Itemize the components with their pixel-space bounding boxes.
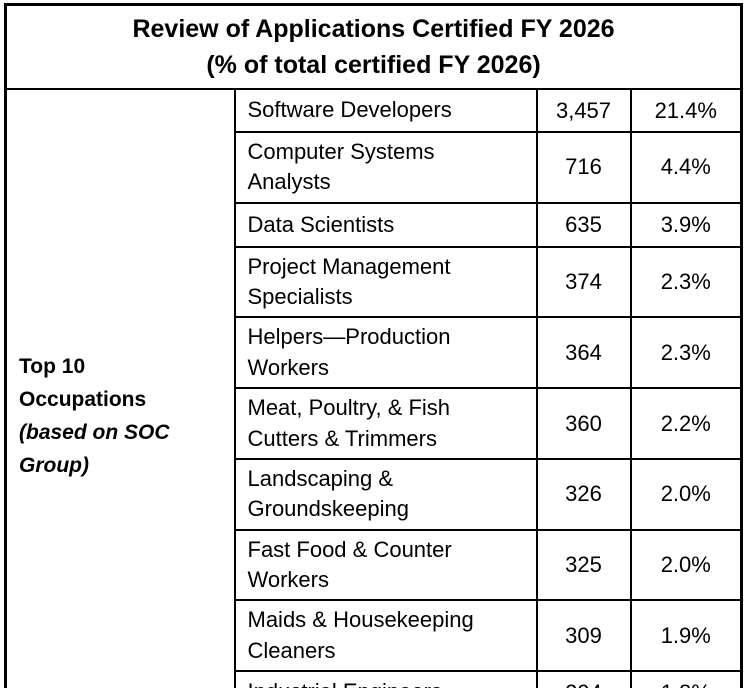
occupation-cell: Helpers—Production Workers [233, 316, 538, 390]
occupation-cell: Data Scientists [233, 201, 538, 248]
percent-cell: 2.3% [629, 245, 743, 319]
occupation-cell: Fast Food & Counter Workers [233, 528, 538, 602]
count-cell: 325 [535, 528, 632, 602]
row-group-label-cell: Top 10 Occupations (based on SOC Group) [4, 87, 236, 688]
occupation-cell: Maids & Housekeeping Cleaners [233, 599, 538, 673]
count-cell: 294 [535, 670, 632, 688]
percent-cell: 1.9% [629, 599, 743, 673]
occupation-cell: Meat, Poultry, & Fish Cutters & Trimmers [233, 387, 538, 460]
table-subtitle: (% of total certified FY 2026) [206, 51, 541, 79]
percent-cell: 1.8% [629, 670, 743, 688]
percent-cell: 2.2% [629, 387, 743, 460]
count-cell: 364 [535, 316, 632, 390]
count-cell: 360 [535, 387, 632, 460]
row-group-label: Top 10 Occupations [19, 354, 147, 412]
occupation-cell: Software Developers [233, 88, 538, 133]
table-row: Data Scientists 635 3.9% [6, 201, 743, 248]
count-cell: 309 [535, 599, 632, 673]
table-title: Review of Applications Certified FY 2026 [132, 14, 615, 43]
count-cell: 716 [535, 131, 632, 204]
percent-cell: 21.4% [629, 88, 743, 133]
certified-applications-table: Review of Applications Certified FY 2026… [4, 3, 744, 688]
table-row: Landscaping & Groundskeeping 326 2.0% [6, 457, 743, 531]
percent-cell: 4.4% [629, 131, 743, 204]
row-group-sublabel: (based on SOC Group) [19, 421, 170, 478]
table-row: Top 10 Occupations (based on SOC Group) … [4, 87, 743, 688]
table-row: Project Management Specialists 374 2.3% [6, 245, 743, 319]
count-cell: 326 [535, 457, 632, 531]
occupation-cell: Project Management Specialists [233, 245, 538, 319]
percent-cell: 3.9% [629, 201, 743, 248]
occupation-cell: Landscaping & Groundskeeping [233, 457, 538, 531]
occupation-cell: Industrial Engineers [233, 670, 538, 688]
count-cell: 635 [535, 201, 632, 248]
percent-cell: 2.0% [629, 457, 743, 531]
percent-cell: 2.3% [629, 316, 743, 390]
table-row: Meat, Poultry, & Fish Cutters & Trimmers… [6, 387, 743, 460]
table-row: Fast Food & Counter Workers 325 2.0% [6, 528, 743, 602]
count-cell: 3,457 [535, 88, 632, 133]
table-title-cell: Review of Applications Certified FY 2026… [4, 3, 743, 90]
percent-cell: 2.0% [629, 528, 743, 602]
table-row: Industrial Engineers 294 1.8% [6, 670, 743, 688]
table-row: Helpers—Production Workers 364 2.3% [6, 316, 743, 390]
table-title-row: Review of Applications Certified FY 2026… [4, 3, 743, 90]
table-row: Computer Systems Analysts 716 4.4% [6, 131, 743, 204]
table-row: Maids & Housekeeping Cleaners 309 1.9% [6, 599, 743, 673]
occupation-cell: Computer Systems Analysts [233, 131, 538, 204]
count-cell: 374 [535, 245, 632, 319]
